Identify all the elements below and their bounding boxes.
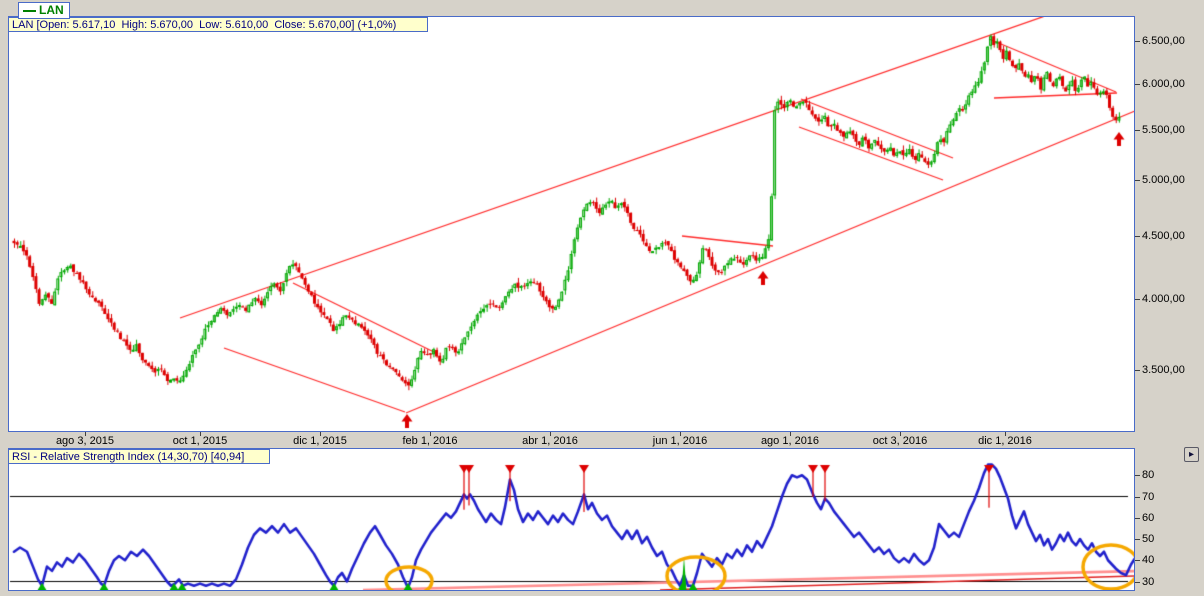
price-chart-panel: LAN [Open: 5.617,10 High: 5.670,00 Low: … bbox=[8, 16, 1135, 432]
price-axis-tick bbox=[1135, 129, 1140, 131]
rsi-chart-canvas[interactable] bbox=[9, 449, 1134, 590]
time-axis-label: ago 3, 2015 bbox=[55, 435, 115, 447]
price-axis-label: 5.500,00 bbox=[1142, 123, 1185, 136]
price-axis-label: 5.000,00 bbox=[1142, 174, 1185, 187]
price-axis-label: 4.000,00 bbox=[1142, 293, 1185, 305]
rsi-axis-label: 30 bbox=[1142, 575, 1155, 588]
time-axis-tick bbox=[430, 432, 431, 436]
time-axis-tick bbox=[320, 432, 321, 436]
time-axis-tick bbox=[900, 432, 901, 436]
price-axis-label: 4.500,00 bbox=[1142, 230, 1185, 243]
price-axis-tick bbox=[1135, 236, 1140, 238]
rsi-axis-tick bbox=[1135, 496, 1140, 498]
price-axis-tick bbox=[1135, 40, 1140, 42]
time-axis-label: oct 3, 2016 bbox=[872, 435, 928, 447]
rsi-axis-label: 60 bbox=[1142, 511, 1155, 524]
time-axis-tick bbox=[85, 432, 86, 436]
rsi-axis-label: 70 bbox=[1142, 490, 1155, 503]
time-axis-tick bbox=[200, 432, 201, 436]
time-axis-label: abr 1, 2016 bbox=[522, 435, 578, 447]
indicator-scroll-button[interactable]: ▸ bbox=[1184, 447, 1199, 462]
rsi-axis-tick bbox=[1135, 560, 1140, 562]
rsi-axis-tick bbox=[1135, 475, 1140, 477]
rsi-axis-label: 50 bbox=[1142, 533, 1155, 545]
time-axis-tick bbox=[550, 432, 551, 436]
price-axis-label: 3.500,00 bbox=[1142, 363, 1185, 376]
time-axis-label: dic 1, 2015 bbox=[293, 435, 347, 447]
rsi-axis-label: 40 bbox=[1142, 554, 1155, 567]
price-axis-tick bbox=[1135, 180, 1140, 182]
series-legend-dash-icon bbox=[23, 9, 36, 12]
time-axis-tick bbox=[680, 432, 681, 436]
rsi-header-bar: RSI - Relative Strength Index (14,30,70)… bbox=[8, 449, 270, 464]
rsi-axis-tick bbox=[1135, 539, 1140, 540]
time-axis-label: ago 1, 2016 bbox=[760, 435, 820, 447]
symbol-tab[interactable]: LAN bbox=[18, 2, 70, 19]
time-axis-label: feb 1, 2016 bbox=[402, 435, 458, 447]
price-axis-tick bbox=[1135, 299, 1140, 300]
rsi-axis-tick bbox=[1135, 517, 1140, 519]
time-axis-label: dic 1, 2016 bbox=[978, 435, 1032, 447]
time-axis-tick bbox=[790, 432, 791, 436]
price-axis-label: 6.500,00 bbox=[1142, 34, 1185, 47]
rsi-indicator-panel: RSI - Relative Strength Index (14,30,70)… bbox=[8, 448, 1135, 591]
price-chart-canvas[interactable] bbox=[9, 17, 1134, 431]
time-axis-tick bbox=[1005, 432, 1006, 436]
ohlc-info-bar: LAN [Open: 5.617,10 High: 5.670,00 Low: … bbox=[8, 17, 428, 32]
price-axis-tick bbox=[1135, 369, 1140, 371]
rsi-axis-label: 80 bbox=[1142, 469, 1155, 482]
price-axis-tick bbox=[1135, 83, 1140, 85]
rsi-axis-tick bbox=[1135, 581, 1140, 583]
time-axis-label: oct 1, 2015 bbox=[172, 435, 228, 447]
price-axis-label: 6.000,00 bbox=[1142, 77, 1185, 90]
symbol-tab-label: LAN bbox=[39, 3, 64, 17]
time-axis-label: jun 1, 2016 bbox=[652, 435, 708, 447]
